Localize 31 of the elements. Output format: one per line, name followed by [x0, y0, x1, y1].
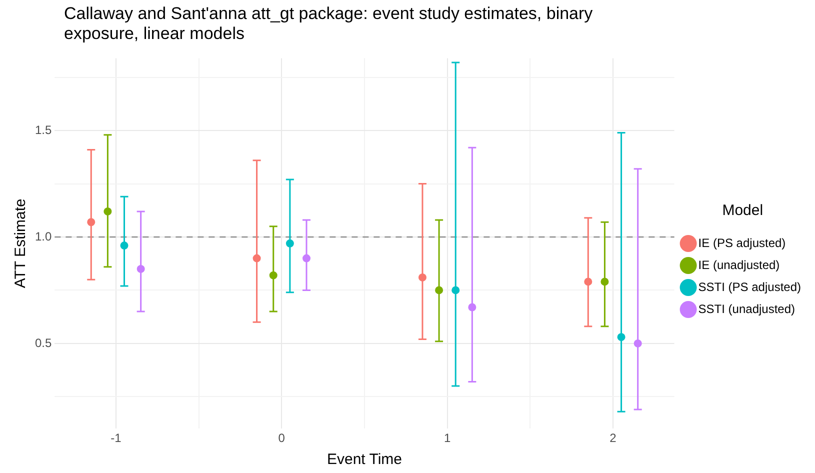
point	[435, 286, 444, 294]
point	[468, 303, 476, 312]
legend-label: IE (PS adjusted)	[698, 236, 786, 250]
y-tick-label: 1.5	[34, 122, 52, 137]
y-tick-label: 0.5	[34, 336, 52, 350]
y-tick-label: 1.0	[34, 229, 52, 244]
legend-label: IE (unadjusted)	[698, 258, 780, 272]
point	[584, 278, 592, 286]
x-tick-label: 2	[610, 431, 617, 446]
point	[104, 207, 112, 216]
y-axis-title: ATT Estimate	[12, 198, 30, 288]
point	[120, 242, 128, 250]
point	[87, 218, 96, 226]
point	[634, 339, 642, 348]
point	[600, 278, 609, 286]
point	[302, 254, 310, 262]
point	[617, 333, 626, 342]
point	[269, 271, 278, 280]
point	[452, 286, 460, 294]
x-tick-label: -1	[110, 431, 122, 446]
point	[252, 254, 261, 262]
x-tick-label: 0	[278, 431, 286, 446]
x-tick-label: 1	[444, 431, 451, 446]
legend-label: SSTI (unadjusted)	[698, 302, 796, 316]
x-axis-title: Event Time	[326, 451, 402, 468]
legend-label: SSTI (PS adjusted)	[698, 280, 802, 294]
point	[286, 239, 294, 248]
point	[418, 273, 426, 282]
point	[136, 264, 145, 273]
chart-title: Callaway and Sant'anna att_gt package: event study estimates, binary exposure, linear models	[64, 4, 594, 44]
legend-title: Model	[722, 202, 764, 220]
